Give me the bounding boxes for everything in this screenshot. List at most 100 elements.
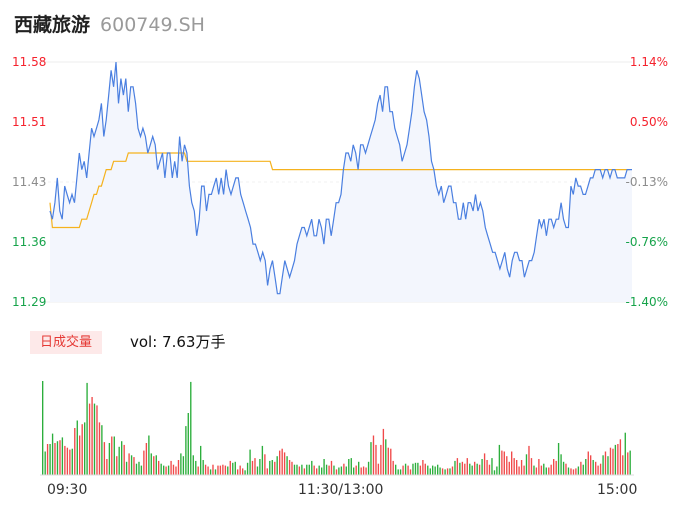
volume-bar [585, 459, 587, 475]
volume-bar [501, 450, 503, 475]
volume-bar [321, 467, 323, 475]
volume-bar [155, 455, 157, 475]
volume-bar [439, 467, 441, 475]
volume-bar [153, 456, 155, 475]
volume-bar [79, 435, 81, 475]
volume-bar [575, 468, 577, 475]
volume-bar [44, 451, 46, 475]
volume-bar [172, 464, 175, 475]
volume-bar [422, 460, 424, 475]
volume-bar [281, 448, 283, 475]
volume-bar [298, 466, 301, 475]
volume-bar [427, 465, 429, 475]
volume-bar [607, 456, 609, 475]
volume-bar [202, 460, 204, 475]
volume-bar [614, 444, 617, 475]
volume-bar [538, 459, 540, 475]
volume-bar [180, 453, 182, 475]
time-label-midday: 11:30/13:00 [298, 482, 384, 498]
volume-bar [212, 464, 214, 475]
volume-bar [96, 405, 98, 475]
volume-bar [340, 466, 343, 475]
volume-bar [417, 462, 419, 475]
volume-bar [375, 444, 377, 475]
volume-bar [138, 461, 140, 475]
volume-bar [106, 459, 108, 475]
volume-bar [404, 463, 407, 475]
volume-bar [592, 460, 594, 475]
volume-bar [288, 460, 291, 475]
volume-bar [303, 468, 306, 475]
volume-bar [274, 461, 276, 475]
stock-header: 西藏旅游 600749.SH [14, 10, 205, 40]
volume-bar [399, 469, 402, 475]
volume-bar [74, 428, 76, 475]
volume-bar [553, 459, 555, 475]
volume-bar [483, 453, 486, 475]
volume-bar [429, 468, 431, 475]
volume-bar [392, 460, 394, 475]
volume-bar [204, 464, 207, 475]
volume-bar [520, 460, 523, 475]
volume-bar [437, 464, 439, 475]
price-label-max: 11.58 [12, 55, 47, 69]
volume-bar [86, 382, 88, 475]
volume-bar [511, 451, 513, 475]
volume-bar [296, 464, 298, 475]
volume-bar [123, 444, 125, 475]
volume-bar [271, 460, 273, 475]
volume-bar [318, 465, 320, 475]
volume-bar [612, 448, 614, 475]
volume-bar [59, 440, 61, 475]
volume-bar [523, 465, 525, 475]
volume-bar [360, 467, 362, 475]
volume-value: vol: 7.63万手 [130, 333, 226, 351]
volume-bar [46, 444, 49, 475]
volume-bar [365, 467, 367, 475]
volume-bar [533, 465, 535, 475]
volume-bar [64, 445, 66, 475]
volume-bar [276, 456, 278, 475]
volume-bar [380, 444, 382, 475]
volume-bar [582, 464, 584, 475]
volume-bar [604, 451, 607, 475]
price-label-upper: 11.51 [12, 115, 47, 129]
volume-bar [116, 456, 118, 475]
volume-bar [195, 460, 197, 475]
price-label-lower: 11.36 [12, 235, 47, 249]
volume-bar [185, 426, 187, 475]
volume-bar [555, 460, 557, 475]
volume-bar [291, 461, 293, 475]
volume-bar [323, 459, 325, 475]
volume-bar [451, 466, 454, 475]
pct-label-upper: 0.50% [629, 115, 668, 129]
volume-bar [590, 455, 592, 475]
volume-bar [244, 470, 246, 475]
volume-bar [118, 446, 120, 475]
volume-bar [101, 425, 103, 475]
volume-bar [175, 466, 177, 475]
volume-bar [599, 463, 602, 475]
volume-bar [333, 465, 335, 475]
volume-bar [377, 463, 380, 475]
volume-bar [61, 437, 64, 475]
volume-bar [256, 466, 259, 475]
volume-bar [177, 460, 180, 475]
volume-bar [516, 460, 518, 475]
volume-bar [478, 464, 481, 475]
volume-bar [518, 466, 520, 475]
volume-bar [540, 465, 543, 475]
volume-bar [382, 428, 385, 475]
volume-bar [528, 445, 530, 475]
volume-bar [424, 463, 426, 475]
volume-bar [128, 453, 130, 475]
volume-bar [222, 464, 224, 475]
volume-bar [313, 465, 315, 475]
volume-bar [325, 464, 328, 475]
volume-bar [419, 465, 422, 475]
volume-bar [293, 464, 296, 475]
volume-bar [562, 461, 565, 475]
volume-bar [69, 449, 71, 475]
volume-bar [249, 449, 251, 475]
